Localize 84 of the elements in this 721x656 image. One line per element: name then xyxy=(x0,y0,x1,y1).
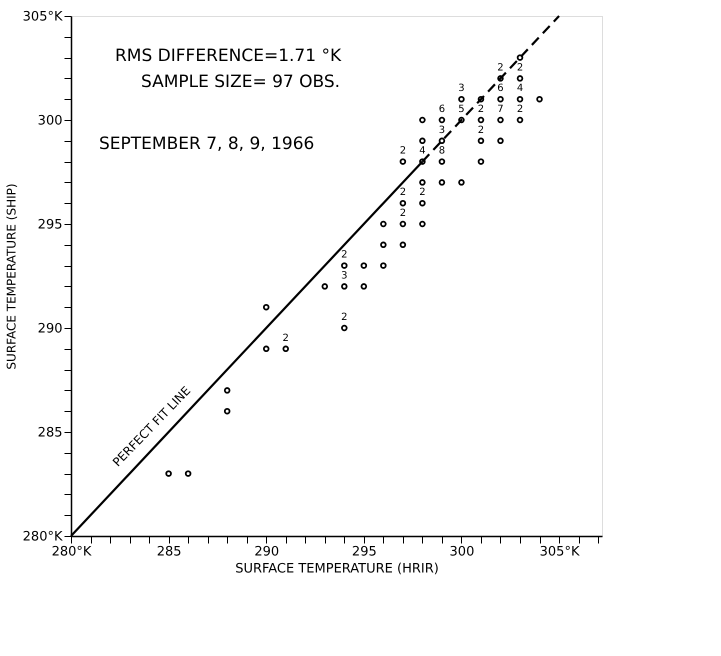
point xyxy=(478,138,484,144)
annotation: 2 xyxy=(282,332,289,344)
y-tick-label: 300 xyxy=(38,114,62,128)
point xyxy=(497,138,504,144)
x-tick-label: 290 xyxy=(254,544,280,560)
point xyxy=(419,116,426,124)
annotation: RMS DIFFERENCE=1.71 °K xyxy=(115,46,342,66)
y-tick-label: 290 xyxy=(38,322,62,336)
point xyxy=(516,75,524,82)
annotation: 4 xyxy=(419,146,426,157)
point xyxy=(380,262,387,269)
point xyxy=(380,220,387,228)
point xyxy=(400,220,406,228)
x-tick-label: 295 xyxy=(352,544,377,560)
point xyxy=(262,346,270,352)
annotation: 2 xyxy=(497,62,504,74)
annotation: 7 xyxy=(497,104,504,115)
x-tick-label: 280°K xyxy=(52,544,92,560)
point xyxy=(516,96,524,102)
annotation: 2 xyxy=(478,124,484,136)
point xyxy=(419,220,426,228)
annotation: 3 xyxy=(438,124,446,136)
y-tick-label: 280°K xyxy=(22,530,63,544)
point xyxy=(438,116,446,124)
point xyxy=(419,200,426,206)
point xyxy=(458,116,465,124)
point xyxy=(341,283,348,290)
point xyxy=(400,158,406,165)
annotation: 2 xyxy=(419,187,426,198)
point xyxy=(458,96,465,102)
point xyxy=(341,262,348,269)
point xyxy=(400,200,406,206)
annotation: 2 xyxy=(516,62,524,74)
point xyxy=(478,116,484,124)
point xyxy=(224,387,230,394)
point xyxy=(262,304,270,310)
annotation: 8 xyxy=(438,146,446,157)
x-tick-label: 300 xyxy=(450,544,474,560)
x-tick-label: 305°K xyxy=(540,544,580,560)
point xyxy=(478,158,484,165)
annotation: 2 xyxy=(341,250,348,261)
x-axis-title: SURFACE TEMPERATURE (HRIR) xyxy=(235,562,439,576)
annotation: 2 xyxy=(400,208,406,219)
point xyxy=(184,470,192,477)
point xyxy=(497,116,504,124)
point xyxy=(516,54,524,61)
point xyxy=(516,116,524,124)
point xyxy=(419,179,426,186)
annotation: 2 xyxy=(478,104,484,115)
annotation: SAMPLE SIZE= 97 OBS. xyxy=(141,72,340,92)
annotation: 5 xyxy=(458,104,465,115)
point xyxy=(165,470,172,477)
point xyxy=(360,283,368,290)
point xyxy=(497,96,504,102)
point xyxy=(419,138,426,144)
y-tick-label: 305°K xyxy=(22,10,63,24)
x-tick-label: 285 xyxy=(156,544,182,560)
annotation: 2 xyxy=(400,187,406,198)
point xyxy=(282,346,289,352)
point xyxy=(536,96,543,102)
y-tick-label: 295 xyxy=(38,218,62,232)
point xyxy=(341,324,348,332)
annotation: 2 xyxy=(516,104,524,115)
annotation: 6 xyxy=(438,104,446,115)
point xyxy=(438,179,446,186)
annotation: 4 xyxy=(516,83,524,94)
point xyxy=(380,242,387,248)
y-axis-title: SURFACE TEMPERATURE (SHIP) xyxy=(4,183,19,370)
point xyxy=(438,158,446,165)
point xyxy=(400,242,406,248)
annotation: 6 xyxy=(497,83,504,94)
point xyxy=(322,283,328,290)
annotation: 2 xyxy=(341,312,348,323)
point xyxy=(458,179,465,186)
y-tick-label: 285 xyxy=(38,426,62,440)
annotation: 2 xyxy=(400,146,406,157)
annotation: 3 xyxy=(341,270,348,282)
point xyxy=(478,96,484,102)
point xyxy=(360,262,368,269)
point xyxy=(497,75,504,82)
annotation: 3 xyxy=(458,83,465,94)
point xyxy=(438,138,446,144)
point xyxy=(224,408,230,414)
annotation: SEPTEMBER 7, 8, 9, 1966 xyxy=(99,134,314,154)
